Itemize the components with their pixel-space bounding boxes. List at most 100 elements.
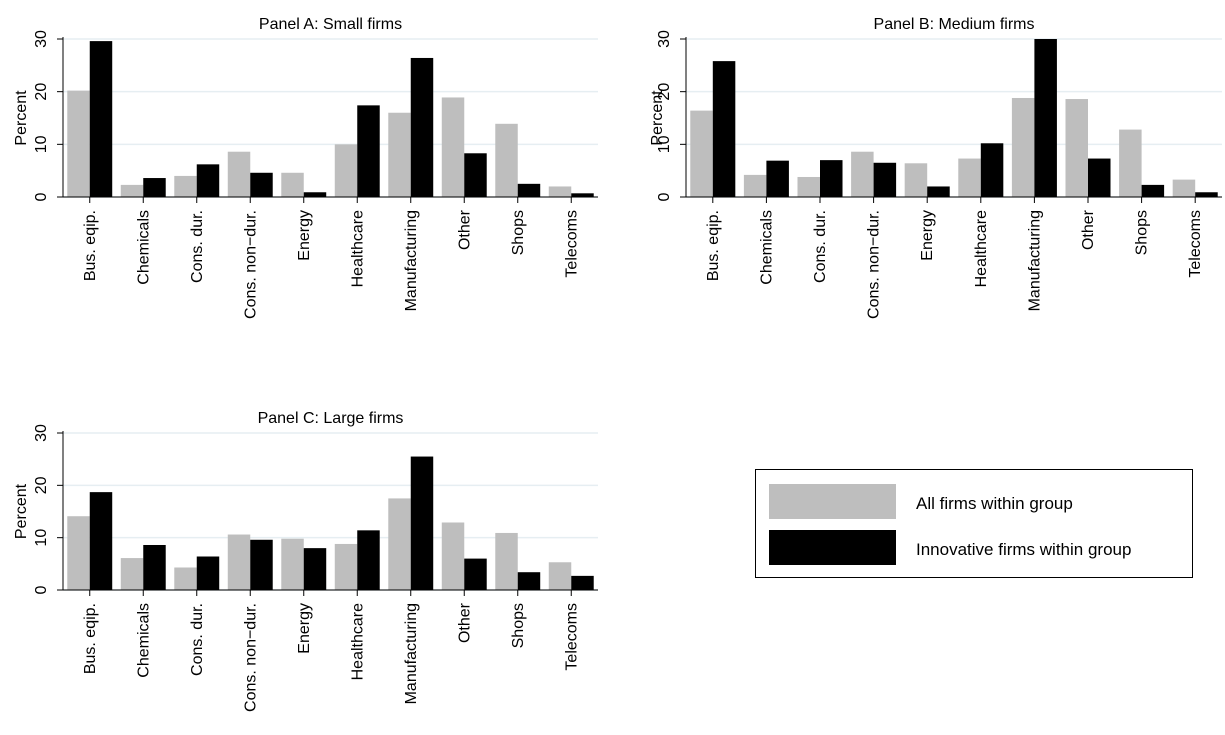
bar-all-firms (1011, 97, 1035, 197)
bar-innovative-firms (357, 105, 380, 197)
bar-all-firms (797, 176, 820, 197)
x-tick-label: Manufacturing (1026, 210, 1043, 311)
bar-all-firms (67, 90, 90, 197)
x-tick-label: Bus. eqip. (705, 210, 722, 281)
x-tick-label: Other (456, 602, 473, 643)
bar-innovative-firms (980, 143, 1004, 197)
x-tick-label: Cons. non−dur. (242, 603, 259, 712)
bar-innovative-firms (517, 183, 541, 197)
bar-all-firms (851, 151, 874, 197)
y-tick-label: 30 (33, 424, 50, 442)
bar-all-firms (958, 158, 981, 197)
bar-innovative-firms (712, 61, 736, 198)
x-tick-label: Energy (296, 603, 313, 654)
panel-small: Panel A: Small firms 0 10 20 30 Percent Bus. e… (13, 16, 598, 319)
x-tick-label: Shops (510, 603, 527, 648)
y-tick-label: 0 (33, 192, 50, 201)
bar-innovative-firms (303, 192, 327, 197)
bar-all-firms (904, 163, 928, 197)
bar-innovative-firms (303, 548, 327, 590)
y-tick-label: 10 (656, 135, 673, 153)
bar-all-firms (441, 97, 465, 197)
x-tick-label: Cons. dur. (189, 210, 206, 283)
bar-innovative-firms (571, 575, 594, 590)
x-tick-label: Healthcare (349, 210, 366, 287)
bar-innovative-firms (89, 492, 113, 590)
bar-all-firms (227, 534, 251, 590)
bar-innovative-firms (1034, 39, 1057, 197)
bar-innovative-firms (927, 186, 950, 197)
x-tick-label: Telecoms (563, 210, 580, 278)
bar-innovative-firms (517, 572, 541, 590)
bar-all-firms (690, 110, 713, 197)
legend: All firms within group Innovative firms … (755, 469, 1193, 578)
y-tick-label: 10 (33, 529, 50, 547)
bar-all-firms (548, 186, 572, 197)
bar-all-firms (441, 522, 465, 590)
bar-innovative-firms (820, 160, 843, 197)
panel-large-title: Panel C: Large firms (258, 410, 404, 427)
bar-all-firms (743, 174, 767, 197)
bar-innovative-firms (410, 456, 434, 590)
y-tick-label: 10 (33, 135, 50, 153)
bar-innovative-firms (357, 530, 380, 590)
bar-all-firms (334, 144, 358, 197)
legend-label-innovative-firms: Innovative firms within group (916, 540, 1132, 559)
x-tick-label: Chemicals (758, 210, 775, 285)
bar-innovative-firms (196, 164, 220, 197)
x-tick-label: Other (1080, 209, 1097, 250)
bar-innovative-firms (143, 178, 166, 197)
y-tick-label: 0 (656, 192, 673, 201)
panel-medium-title: Panel B: Medium firms (874, 16, 1035, 33)
y-axis-label: Percent (649, 90, 666, 146)
x-tick-label: Manufacturing (403, 603, 420, 704)
x-tick-label: Chemicals (135, 210, 152, 285)
legend-swatch-all-firms (769, 484, 896, 519)
bar-innovative-firms (250, 172, 273, 197)
x-tick-label: Manufacturing (403, 210, 420, 311)
x-tick-label: Cons. dur. (812, 210, 829, 283)
x-tick-label: Bus. eqip. (82, 603, 99, 674)
x-tick-label: Healthcare (349, 603, 366, 680)
bar-innovative-firms (1141, 184, 1165, 197)
bar-innovative-firms (1088, 158, 1111, 197)
x-tick-label: Energy (919, 210, 936, 261)
x-tick-label: Chemicals (135, 603, 152, 678)
y-axis-label: Percent (13, 483, 30, 539)
x-tick-label: Telecoms (563, 603, 580, 671)
y-tick-label: 20 (656, 83, 673, 101)
bar-innovative-firms (464, 558, 487, 590)
panel-medium: Panel B: Medium firms 0 10 20 30 Percent Bus. … (649, 16, 1222, 319)
bar-all-firms (227, 151, 251, 197)
bar-innovative-firms (196, 556, 220, 590)
bar-all-firms (495, 532, 518, 590)
panel-large: Panel C: Large firms 0 10 20 30 Percent Bus. e… (13, 410, 598, 712)
bar-innovative-firms (873, 162, 897, 197)
y-tick-label: 20 (33, 83, 50, 101)
bar-innovative-firms (1195, 192, 1218, 197)
panel-small-title: Panel A: Small firms (259, 16, 402, 33)
x-tick-label: Healthcare (973, 210, 990, 287)
bar-all-firms (1119, 129, 1142, 197)
x-tick-label: Shops (510, 210, 527, 255)
bar-all-firms (388, 498, 411, 590)
bar-all-firms (174, 567, 197, 590)
y-axis-label: Percent (13, 90, 30, 146)
bar-innovative-firms (410, 57, 434, 198)
bar-all-firms (1065, 99, 1088, 197)
bar-all-firms (120, 558, 144, 590)
x-tick-label: Shops (1134, 210, 1151, 255)
bar-all-firms (548, 562, 572, 590)
bar-all-firms (174, 175, 197, 197)
bar-innovative-firms (766, 160, 789, 197)
x-tick-label: Cons. non−dur. (242, 210, 259, 319)
x-tick-label: Cons. non−dur. (866, 210, 883, 319)
bar-all-firms (281, 538, 304, 590)
bar-innovative-firms (464, 153, 487, 197)
x-tick-label: Other (456, 209, 473, 250)
x-tick-label: Telecoms (1187, 210, 1204, 278)
bar-innovative-firms (571, 193, 594, 197)
y-tick-label: 20 (33, 476, 50, 494)
legend-swatch-innovative-firms (769, 530, 896, 565)
bar-innovative-firms (89, 41, 113, 198)
